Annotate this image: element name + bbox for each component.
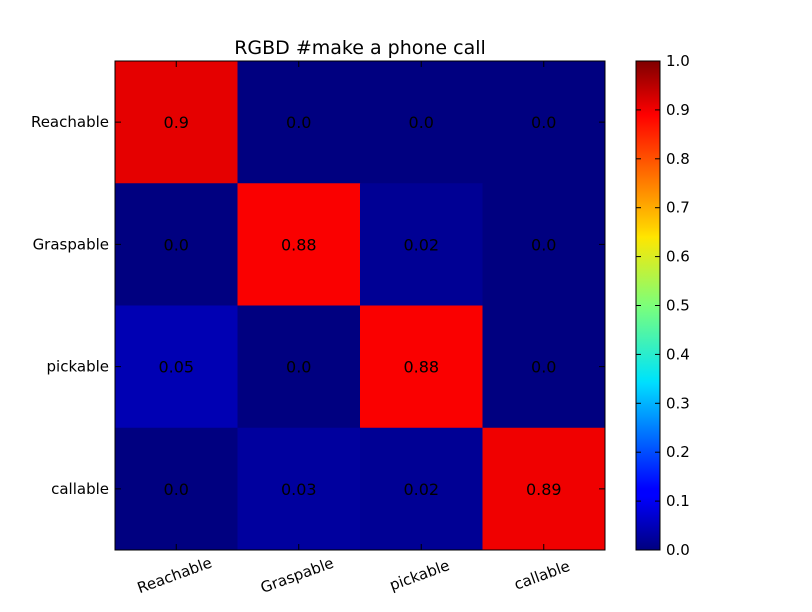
heatmap-cell-r1-c0 [115, 183, 238, 306]
chart-title: RGBD #make a phone call [234, 37, 486, 59]
cell-value-label-r3-c0: 0.0 [164, 480, 189, 499]
colorbar-tick-label: 0.1 [666, 492, 690, 510]
heatmap-cell-r0-c3 [482, 61, 606, 184]
heatmap-cell-r2-c0 [115, 305, 238, 429]
cell-value-label-r1-c0: 0.0 [164, 235, 189, 254]
cell-value-label-r3-c2: 0.02 [403, 480, 439, 499]
heatmap-cell-r0-c0 [115, 61, 238, 184]
cell-value-label-r1-c3: 0.0 [531, 235, 556, 254]
heatmap-cell-r0-c2 [360, 61, 483, 184]
cell-value-label-r3-c1: 0.03 [281, 480, 317, 499]
heatmap-cell-r1-c2 [360, 183, 483, 306]
colorbar-tick-label: 0.6 [666, 248, 690, 266]
x-tick-label: Reachable [135, 553, 214, 597]
cell-value-label-r0-c0: 0.9 [164, 113, 189, 132]
colorbar-tick-label: 1.0 [666, 52, 690, 70]
heatmap-cell-r2-c3 [482, 305, 606, 429]
cell-value-label-r2-c3: 0.0 [531, 358, 556, 377]
cell-value-label-r1-c1: 0.88 [281, 235, 317, 254]
colorbar-tick-label: 0.0 [666, 541, 690, 559]
y-tick-label: callable [51, 480, 109, 498]
y-tick-label: Reachable [31, 113, 109, 131]
heatmap-cell-r3-c3 [482, 427, 606, 551]
colorbar-tick-label: 0.8 [666, 150, 690, 168]
colorbar-axis: 0.0 0.1 0.2 0.3 0.4 0.5 0.6 0.7 0.8 0.9 1.0 [636, 52, 690, 559]
heatmap-cell-r3-c2 [360, 427, 483, 551]
y-tick-label: Graspable [33, 235, 109, 253]
y-axis: Reachable Graspable pickable callable [31, 113, 605, 498]
heatmap-cell-r3-c0 [115, 427, 238, 551]
heatmap-cell-r0-c1 [237, 61, 361, 184]
cell-value-label-r2-c0: 0.05 [158, 358, 194, 377]
colorbar-tick-label: 0.4 [666, 345, 690, 363]
heatmap-cell-r3-c1 [237, 427, 361, 551]
heatmap-cell-r2-c2 [360, 305, 483, 429]
cell-value-label-r0-c3: 0.0 [531, 113, 556, 132]
colorbar-tick-label: 0.7 [666, 199, 690, 217]
colorbar-tick-label: 0.5 [666, 297, 690, 315]
cell-value-label-r0-c2: 0.0 [409, 113, 434, 132]
cell-value-label-r1-c2: 0.02 [403, 235, 439, 254]
heatmap-cell-r1-c3 [482, 183, 606, 306]
cell-value-label-r2-c2: 0.88 [403, 358, 439, 377]
y-tick-label: pickable [47, 358, 109, 376]
heatmap-cells [115, 61, 606, 551]
heatmap-cell-labels: 0.9 0.0 0.0 0.0 0.0 0.88 0.02 0.0 0.05 0.0 0.88 0.0… [158, 113, 561, 499]
heatmap-cell-r2-c1 [237, 305, 361, 429]
colorbar-tick-label: 0.9 [666, 101, 690, 119]
x-tick-label: pickable [387, 556, 452, 594]
x-tick-label: Graspable [258, 554, 336, 597]
colorbar-tick-label: 0.3 [666, 394, 690, 412]
cell-value-label-r0-c1: 0.0 [286, 113, 311, 132]
heatmap-cell-r1-c1 [237, 183, 361, 306]
cell-value-label-r2-c1: 0.0 [286, 358, 311, 377]
x-tick-label: callable [512, 557, 573, 594]
plot-frame [114, 60, 606, 551]
cell-value-label-r3-c3: 0.89 [526, 480, 562, 499]
colorbar-tick-label: 0.2 [666, 443, 690, 461]
